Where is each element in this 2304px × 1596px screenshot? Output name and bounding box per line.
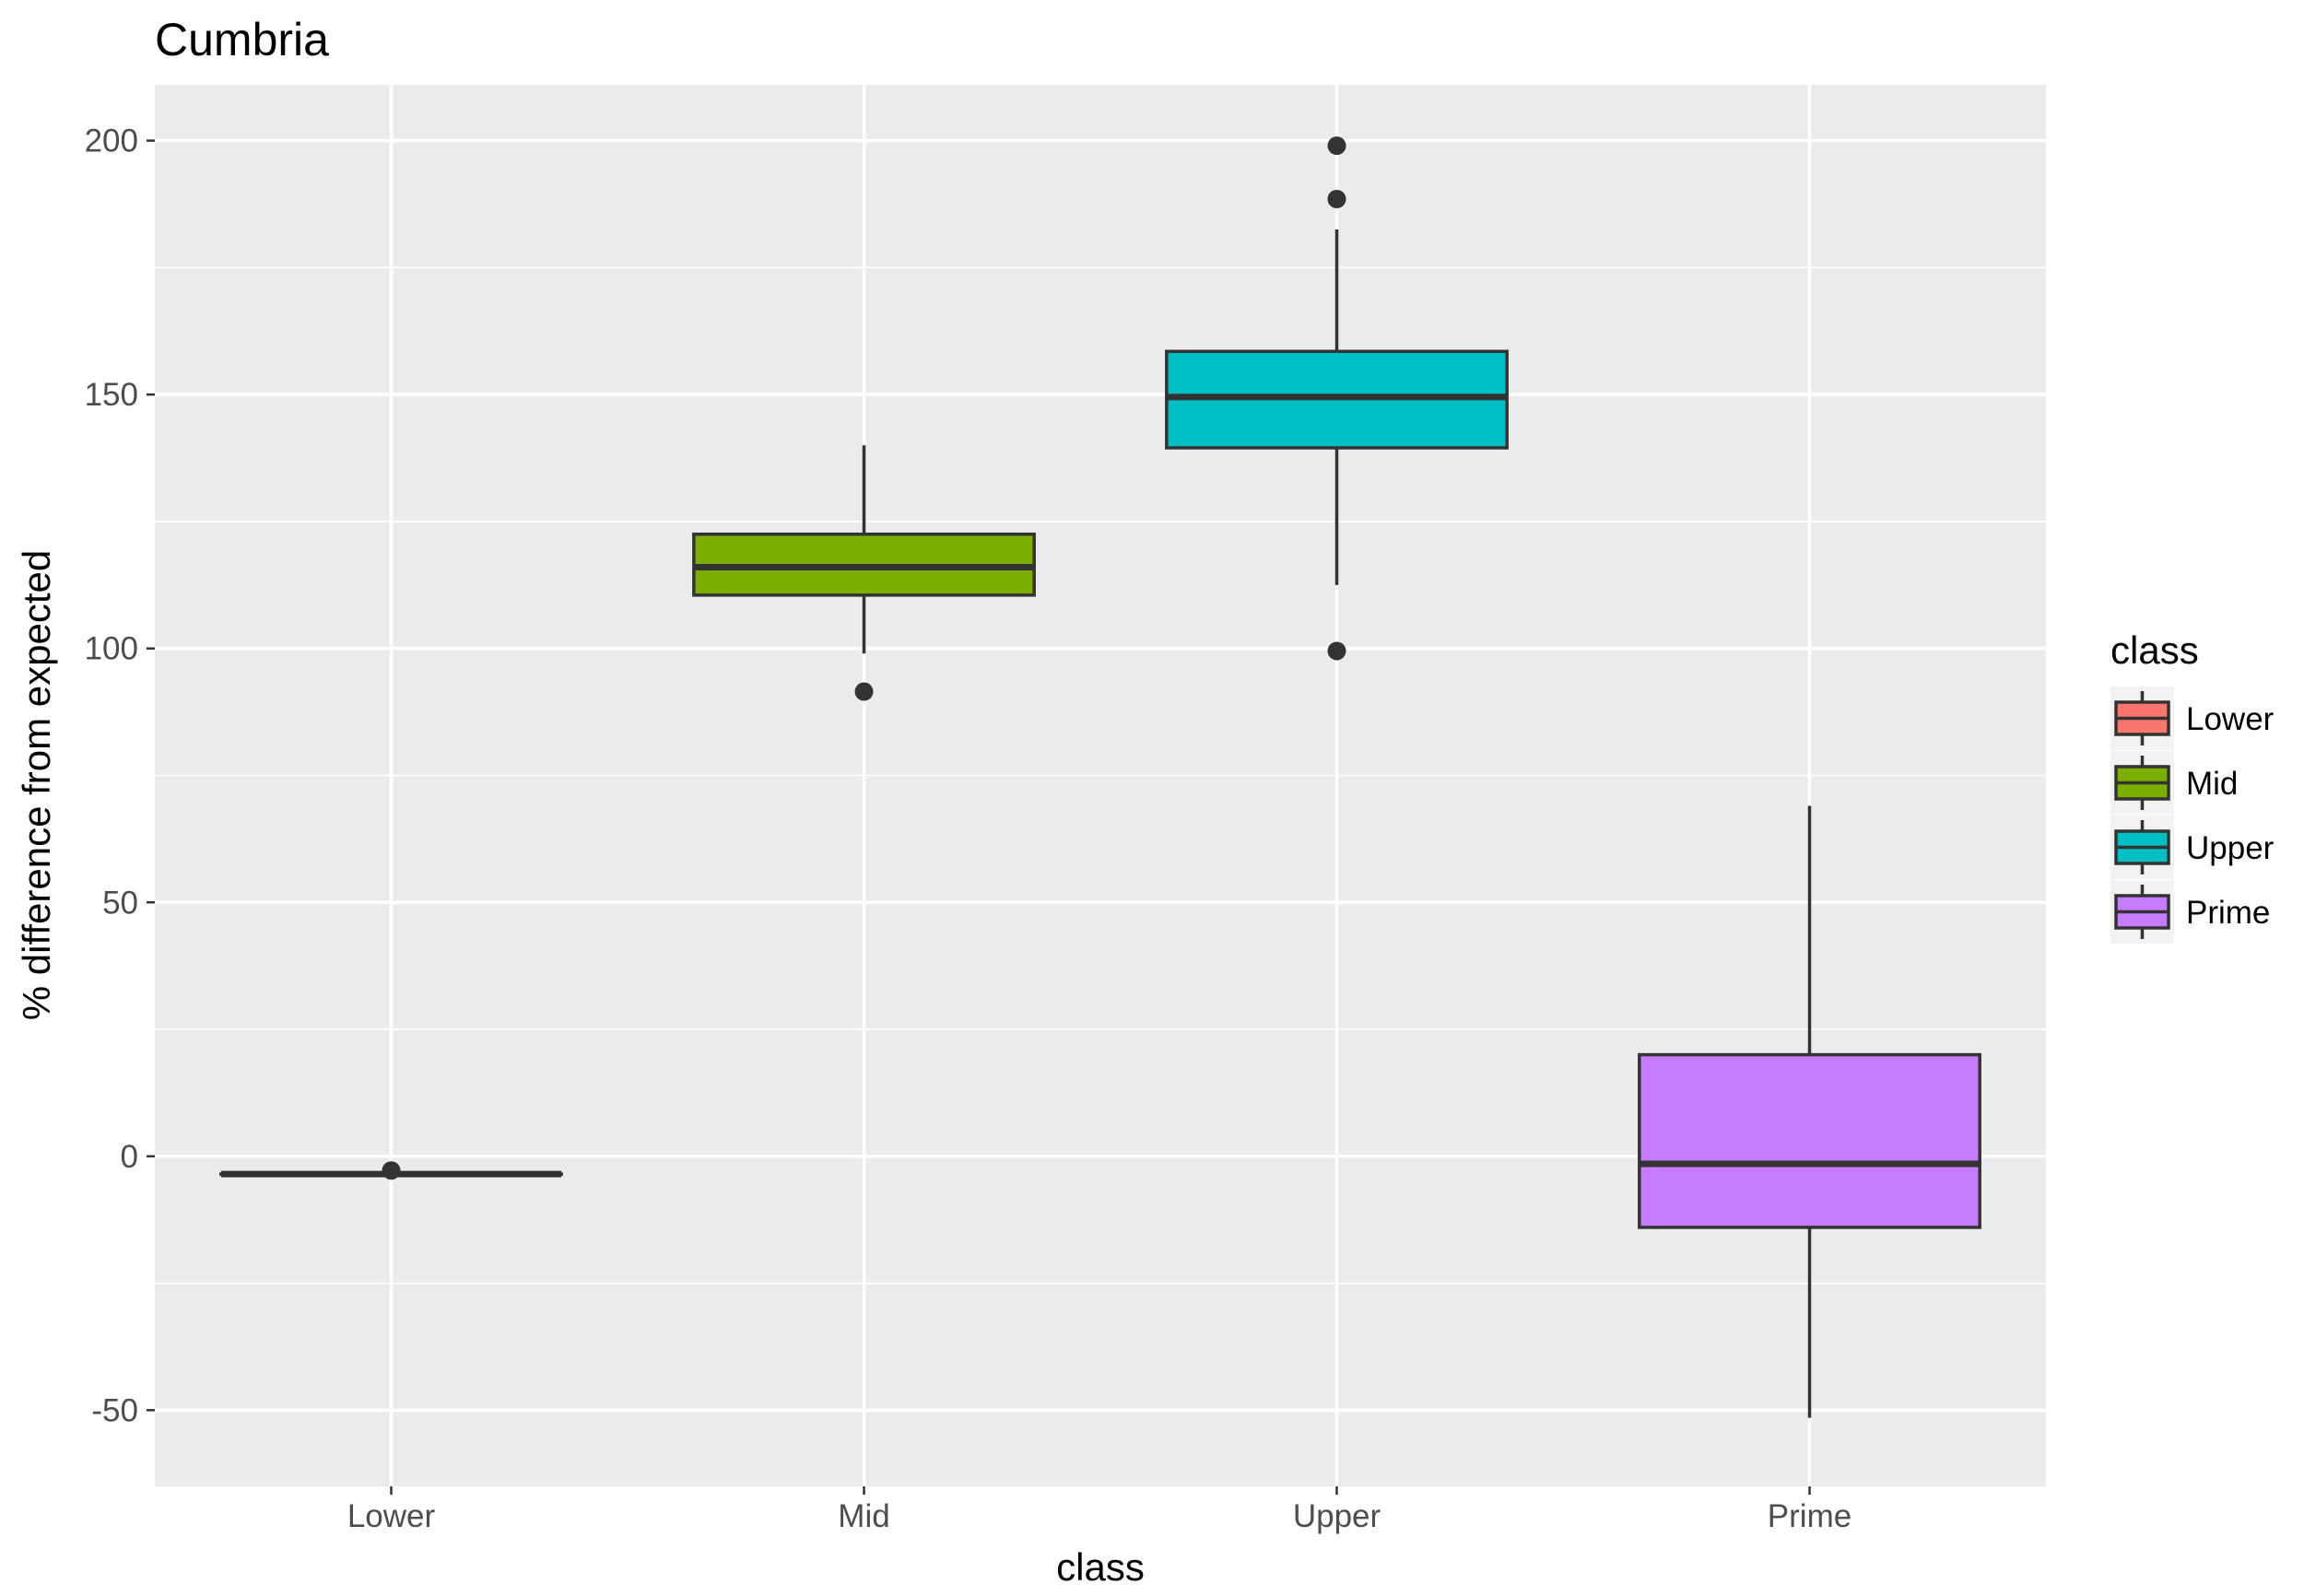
outlier-point	[1327, 189, 1346, 208]
box-lower	[219, 1161, 563, 1180]
box-iqr	[1638, 1052, 1981, 1229]
legend-label-prime: Prime	[2186, 895, 2270, 931]
y-tick-label: 150	[85, 377, 138, 413]
x-axis-title: class	[1056, 1545, 1145, 1589]
y-tick-label: 200	[85, 123, 138, 159]
legend-key-lower	[2110, 687, 2174, 750]
x-tick-label: Mid	[838, 1498, 889, 1534]
y-axis-title: % difference from expected	[15, 550, 58, 1021]
y-tick-label: 50	[102, 885, 138, 921]
grid-lines	[155, 85, 2046, 1486]
legend-title: class	[2110, 628, 2199, 672]
legend-label-mid: Mid	[2186, 766, 2238, 802]
legend-key-upper	[2110, 816, 2174, 879]
legend: class Lower Mid Upper Prime	[2110, 628, 2275, 944]
box-prime	[1638, 805, 1981, 1418]
y-tick-label: -50	[91, 1392, 138, 1428]
legend-label-upper: Upper	[2186, 830, 2275, 866]
x-axis: Lower Mid Upper Prime	[347, 1486, 1851, 1534]
legend-key-prime	[2110, 880, 2174, 944]
legend-key-mid	[2110, 751, 2174, 815]
y-axis: -50 0 50 100 150 200	[85, 123, 155, 1428]
y-tick-label: 100	[85, 631, 138, 667]
outlier-point	[382, 1161, 401, 1180]
x-tick-label: Upper	[1293, 1498, 1381, 1534]
box-mid	[692, 445, 1036, 701]
x-tick-label: Prime	[1768, 1498, 1851, 1534]
outlier-point	[854, 682, 874, 701]
outlier-point	[1327, 136, 1346, 156]
x-tick-label: Lower	[347, 1498, 436, 1534]
plot-panel	[155, 85, 2046, 1486]
y-tick-label: 0	[121, 1139, 138, 1175]
chart-title: Cumbria	[155, 14, 329, 65]
boxes	[219, 136, 1981, 1418]
legend-label-lower: Lower	[2186, 701, 2275, 737]
outlier-point	[1327, 641, 1346, 661]
box-upper	[1165, 136, 1509, 661]
